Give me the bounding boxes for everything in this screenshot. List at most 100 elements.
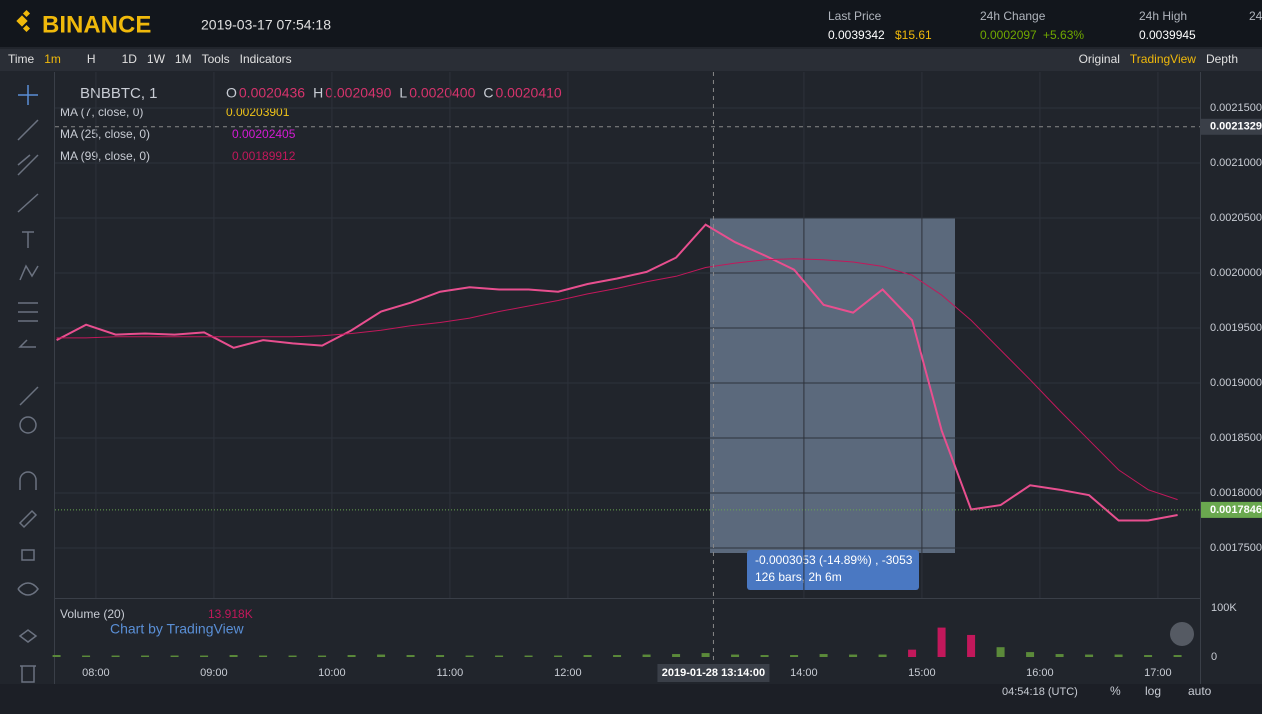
stat-label: 24h Change (980, 9, 1046, 23)
footer-button[interactable]: auto (1188, 684, 1212, 698)
volume-bar (229, 655, 238, 657)
x-tick-label: 15:00 (908, 667, 936, 679)
x-tick-label: 17:00 (1144, 667, 1172, 679)
volume-bar (878, 654, 887, 657)
ohlc-value: 0.0020436 (239, 85, 305, 101)
volume-bar (1026, 652, 1035, 657)
volume-bar (111, 655, 120, 657)
measure-text: -0.0003053 (-14.89%) , -3053 (755, 553, 913, 567)
volume-bar (1173, 655, 1182, 657)
x-tick-label: 11:00 (437, 667, 464, 679)
ma-value: 0.00203901 (226, 105, 290, 119)
volume-bar (672, 654, 681, 657)
logo-icon (16, 9, 31, 33)
scroll-button[interactable] (1170, 622, 1194, 646)
x-tick-label: 16:00 (1026, 667, 1054, 679)
volume-bar (141, 655, 150, 657)
logo[interactable]: BINANCE (42, 11, 151, 38)
symbol: BNBBTC, 1 (80, 85, 158, 102)
volume-bar (583, 655, 592, 657)
measure-box (710, 218, 955, 553)
divider (1200, 72, 1201, 684)
toolbar-button[interactable]: 1m (44, 52, 61, 66)
volume-bar (554, 655, 563, 657)
stat-value: 0.0002097 (980, 28, 1037, 42)
volume-bar (1144, 655, 1153, 657)
volume-bar (937, 627, 946, 657)
divider (54, 72, 55, 684)
toolbar-button[interactable]: 1W (147, 52, 166, 66)
volume-bar (259, 655, 268, 657)
toolbar-button[interactable]: TradingView (1130, 52, 1196, 66)
toolbar-button[interactable]: Indicators (240, 52, 292, 66)
volume-bar (760, 655, 769, 657)
volume-bar (790, 655, 799, 657)
toolbar-button[interactable]: Depth (1206, 52, 1238, 66)
footer-time: 04:54:18 (UTC) (1002, 686, 1078, 698)
toolbar-button[interactable]: H (87, 52, 96, 66)
volume-bar (347, 655, 356, 657)
credit[interactable]: Chart by TradingView (110, 621, 244, 637)
x-tick-label: 14:00 (790, 667, 818, 679)
datetime: 2019-03-17 07:54:18 (201, 17, 331, 33)
x-tick-label: 08:00 (82, 667, 110, 679)
ma-name: MA (25, close, 0) (60, 127, 150, 141)
volume-bar (406, 655, 415, 657)
ohlc-key: O (226, 85, 237, 101)
volume-bar (908, 649, 917, 657)
toolbar-button[interactable]: 1D (122, 52, 138, 66)
ohlc-value: 0.0020410 (496, 85, 562, 101)
volume-tick-label: 0 (1211, 651, 1217, 663)
y-tick-label: 0.0020500 (1210, 212, 1262, 224)
volume-bar (1055, 654, 1064, 657)
x-tick-label: 09:00 (200, 667, 228, 679)
volume-bar (82, 655, 91, 657)
stat-label: 24 (1249, 9, 1262, 23)
volume-bar (701, 653, 710, 657)
toolbar-button[interactable]: Original (1079, 52, 1120, 66)
measure-text: 126 bars, 2h 6m (755, 570, 842, 584)
toolbar-button[interactable]: Tools (202, 52, 230, 66)
y-tick-label: 0.0019500 (1210, 322, 1262, 334)
volume-bar (642, 654, 651, 657)
volume-bar (465, 655, 474, 657)
price-line (56, 258, 1178, 501)
ma-value: 0.00202405 (232, 127, 296, 141)
stat-label: Last Price (828, 9, 882, 23)
stat-extra: +5.63% (1043, 28, 1084, 42)
y-tick-label: 0.0019000 (1210, 377, 1262, 389)
ohlc-key: L (399, 85, 407, 101)
volume-bar (52, 655, 61, 657)
ma-name: MA (99, close, 0) (60, 149, 150, 163)
stat-value: 0.0039945 (1139, 28, 1196, 42)
crosshair-x-label: 2019-01-28 13:14:00 (662, 667, 765, 679)
ma-value: 0.00189912 (232, 149, 296, 163)
stat-label: 24h High (1139, 9, 1187, 23)
volume-bar (849, 654, 858, 657)
volume-tick-label: 100K (1211, 602, 1237, 614)
volume-bar (436, 655, 445, 657)
volume-bar (819, 654, 828, 657)
volume-bar (377, 654, 386, 657)
y-tick-label: 0.0018500 (1210, 432, 1262, 444)
toolbar-button[interactable]: Time (8, 52, 35, 66)
last-price-box (1201, 501, 1262, 518)
footer-bar (0, 684, 1262, 714)
y-tick-label: 0.0018000 (1210, 487, 1262, 499)
footer-button[interactable]: % (1110, 684, 1121, 698)
volume-bar (288, 655, 297, 657)
ohlc-key: C (483, 85, 493, 101)
crosshair-y-box (1201, 118, 1262, 135)
ma-name: MA (7, close, 0) (60, 105, 143, 119)
volume-value: 13.918K (208, 607, 253, 621)
footer-button[interactable]: log (1145, 684, 1161, 698)
volume-bar (1085, 654, 1094, 657)
ohlc-value: 0.0020490 (325, 85, 391, 101)
stat-value: 0.0039342 (828, 28, 885, 42)
volume-label: Volume (20) (60, 607, 125, 621)
y-tick-label: 0.0020000 (1210, 267, 1262, 279)
stat-extra: $15.61 (895, 28, 932, 42)
toolbar-button[interactable]: 1M (175, 52, 192, 66)
